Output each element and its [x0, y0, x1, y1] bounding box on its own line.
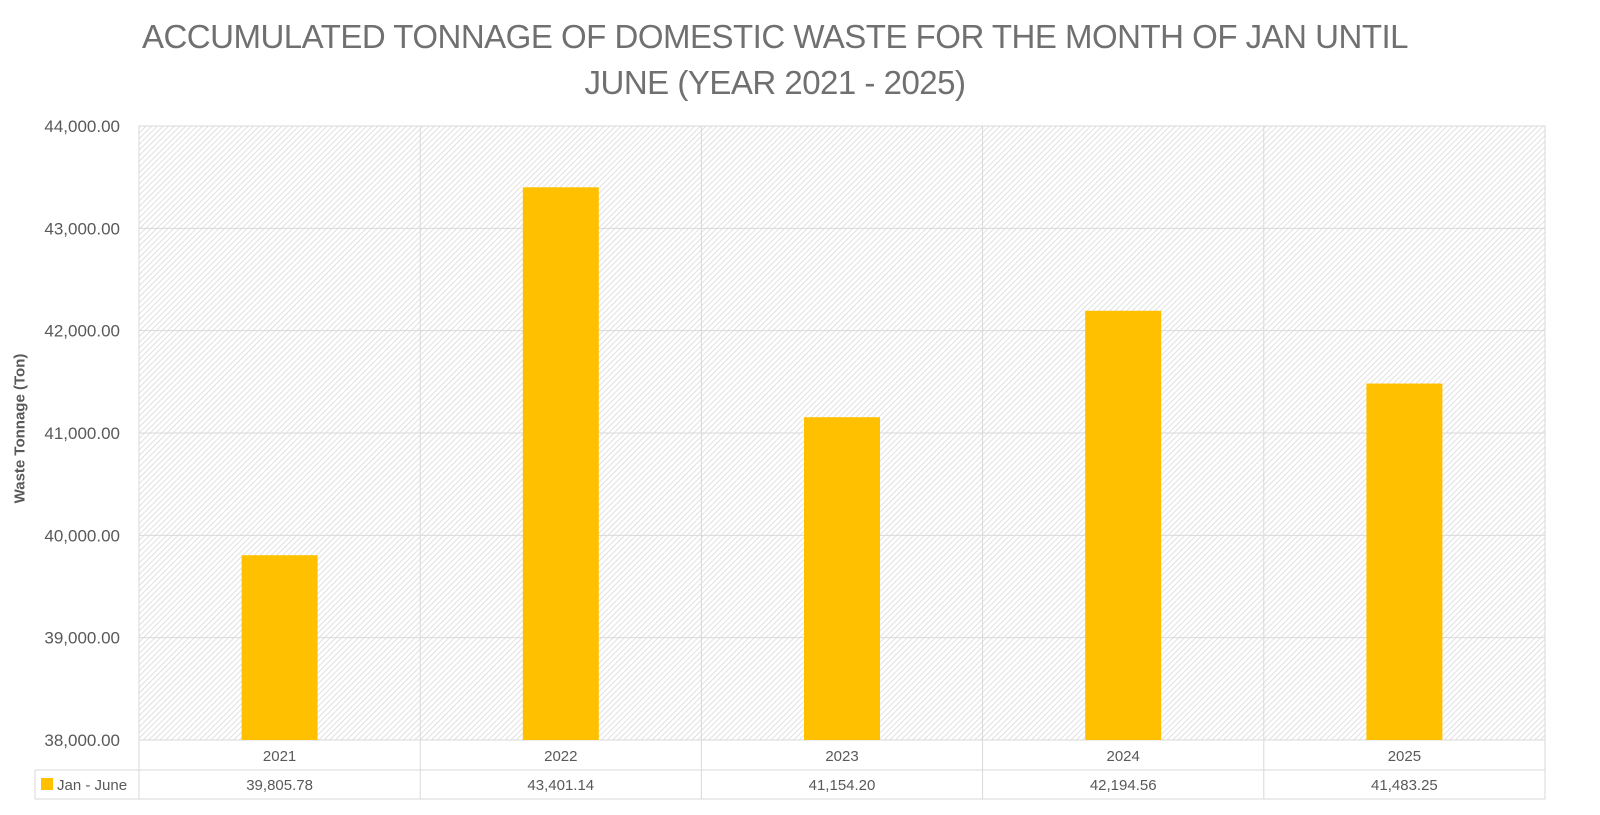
- data-label: 43,401.14: [527, 777, 594, 794]
- legend-swatch: [41, 778, 53, 790]
- x-tick-label: 2021: [263, 748, 296, 765]
- title-line-2: JUNE (YEAR 2021 - 2025): [584, 64, 966, 101]
- data-label: 41,154.20: [809, 777, 876, 794]
- x-tick-label: 2025: [1388, 748, 1421, 765]
- y-tick-label: 42,000.00: [44, 322, 120, 341]
- data-label: 42,194.56: [1090, 777, 1157, 794]
- legend-label: Jan - June: [57, 777, 127, 794]
- bar-2025: [1366, 383, 1443, 740]
- x-tick-label: 2023: [825, 748, 858, 765]
- y-tick-label: 43,000.00: [44, 219, 120, 238]
- data-label: 41,483.25: [1371, 777, 1438, 794]
- y-tick-label: 44,000.00: [44, 117, 120, 136]
- x-tick-label: 2024: [1107, 748, 1140, 765]
- bar-2022: [522, 187, 599, 741]
- bar-2024: [1085, 310, 1162, 740]
- title-line-1: ACCUMULATED TONNAGE OF DOMESTIC WASTE FO…: [141, 18, 1409, 55]
- bar-2023: [804, 417, 880, 740]
- y-tick-label: 39,000.00: [44, 629, 120, 648]
- x-tick-label: 2022: [544, 748, 577, 765]
- y-tick-label: 41,000.00: [44, 424, 120, 443]
- y-tick-label: 40,000.00: [44, 526, 120, 545]
- bar-2021: [241, 555, 318, 740]
- data-label: 39,805.78: [246, 777, 313, 794]
- y-tick-label: 38,000.00: [44, 731, 120, 750]
- chart-title: ACCUMULATED TONNAGE OF DOMESTIC WASTE FO…: [120, 14, 1430, 106]
